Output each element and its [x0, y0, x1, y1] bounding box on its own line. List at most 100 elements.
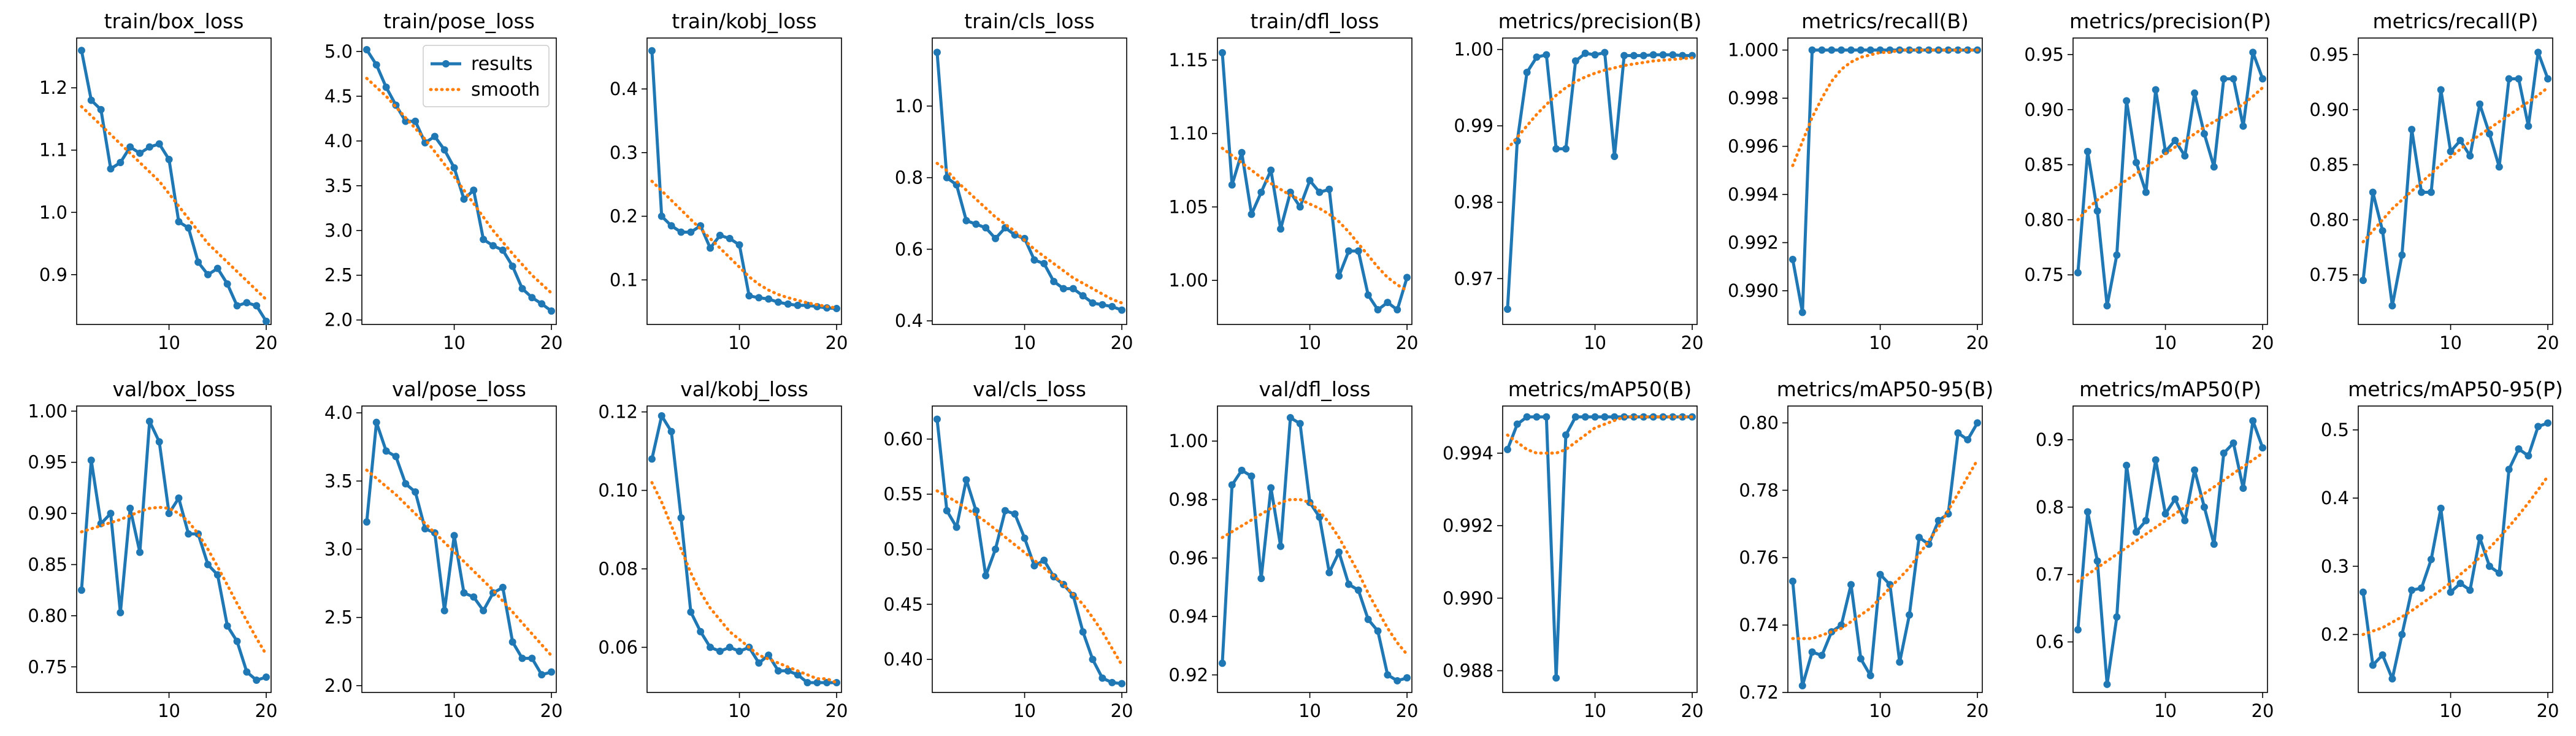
axes-frame: [932, 37, 1127, 325]
results-data-point: [1562, 431, 1570, 439]
results-data-point: [185, 224, 193, 232]
results-data-point: [2083, 148, 2091, 156]
results-data-point: [175, 494, 183, 502]
results-data-point: [1021, 534, 1029, 542]
results-data-point: [1050, 277, 1058, 285]
results-data-point: [1533, 413, 1541, 421]
results-data-point: [972, 220, 980, 228]
x-tick-label: 10: [158, 700, 180, 721]
y-tick-label: 0.85: [2024, 155, 2064, 175]
results-data-point: [1257, 575, 1265, 583]
results-data-point: [2369, 188, 2377, 196]
y-tick-label: 3.5: [324, 175, 353, 196]
results-data-point: [548, 307, 556, 315]
results-data-point: [1639, 52, 1647, 59]
chart-title: val/kobj_loss: [680, 377, 808, 401]
results-data-point: [953, 523, 960, 531]
y-tick-label: 0.94: [1168, 606, 1208, 627]
results-series-line: [2361, 421, 2548, 681]
axes-frame: [1787, 37, 1983, 325]
chart-title: train/dfl_loss: [1251, 9, 1379, 33]
results-data-point: [774, 298, 782, 306]
chart-panel-train-kobj-loss: train/kobj_loss 10 20 0.1 0.2 0.3 0.4: [610, 9, 848, 353]
x-tick-label: 10: [1298, 332, 1321, 353]
y-tick-label: 0.74: [1739, 615, 1779, 635]
results-data-point: [1098, 674, 1106, 682]
results-series-line: [1791, 422, 1979, 688]
y-tick-label: 0.72: [1739, 682, 1779, 703]
x-tick-label: 20: [826, 332, 848, 353]
results-data-point: [1001, 507, 1009, 515]
results-data-point: [1286, 188, 1294, 196]
results-data-point: [2466, 152, 2474, 160]
results-data-point: [117, 159, 125, 167]
results-data-point: [1218, 48, 1226, 56]
axes-frame: [646, 37, 842, 325]
x-tick-label: 10: [728, 332, 751, 353]
results-data-point: [1915, 46, 1923, 54]
y-tick-label: 0.10: [598, 480, 638, 501]
legend-smooth-label: smooth: [471, 79, 540, 101]
results-data-point: [2181, 516, 2189, 524]
y-tick-label: 1.15: [1168, 50, 1208, 71]
y-tick-label: 0.90: [28, 503, 67, 524]
results-data-point: [1011, 510, 1019, 518]
results-data-point: [2427, 188, 2435, 196]
y-tick-label: 0.7: [2036, 564, 2064, 585]
results-data-point: [402, 117, 410, 125]
x-tick-label: 20: [1681, 700, 1704, 721]
axes-frame: [1502, 37, 1698, 325]
results-data-point: [687, 228, 695, 236]
y-tick-label: 0.96: [1168, 548, 1208, 569]
y-tick-label: 0.85: [28, 554, 67, 575]
legend-results-label: results: [471, 53, 533, 75]
results-data-point: [774, 667, 782, 675]
results-data-point: [499, 246, 507, 254]
axes-frame: [2358, 37, 2553, 325]
y-tick-label: 0.95: [2024, 44, 2064, 65]
results-data-point: [1403, 674, 1411, 682]
results-series-line: [365, 421, 552, 677]
results-data-point: [528, 294, 536, 302]
results-data-point: [2074, 269, 2082, 277]
results-data-point: [1818, 651, 1826, 659]
y-tick-label: 0.998: [1728, 88, 1779, 109]
smooth-series-line: [2076, 86, 2264, 221]
smooth-series-line: [1221, 498, 1409, 656]
y-tick-label: 0.9: [2036, 429, 2064, 450]
y-tick-label: 1.00: [1454, 39, 1493, 60]
results-data-point: [1267, 484, 1275, 492]
y-tick-label: 0.990: [1728, 280, 1779, 301]
axes-frame: [1217, 37, 1413, 325]
y-tick-label: 3.0: [324, 539, 353, 560]
results-data-point: [982, 224, 990, 232]
results-data-point: [126, 504, 134, 512]
results-data-point: [2476, 100, 2484, 108]
results-data-point: [204, 270, 212, 278]
results-data-point: [1277, 542, 1285, 550]
y-tick-label: 0.994: [1728, 184, 1779, 205]
chart-panel-metrics-precision-b: metrics/precision(B) 10 20 0.97 0.98 0.99 1.00: [1454, 9, 1703, 353]
results-data-point: [2200, 503, 2208, 511]
y-tick-label: 0.06: [598, 637, 638, 657]
x-tick-label: 10: [2439, 332, 2462, 353]
chart-panel-val-kobj-loss: val/kobj_loss 10 20 0.06 0.08 0.10 0.12: [598, 377, 848, 721]
y-tick-label: 0.97: [1454, 268, 1493, 289]
results-data-point: [1040, 556, 1048, 564]
y-tick-label: 0.3: [2321, 556, 2349, 577]
results-data-point: [1808, 648, 1816, 656]
results-data-point: [1591, 413, 1599, 421]
results-data-point: [2133, 158, 2141, 166]
y-tick-label: 1.05: [1168, 196, 1208, 217]
results-series-line: [2076, 419, 2264, 686]
results-data-point: [1523, 69, 1531, 77]
axes-frame: [1217, 405, 1413, 693]
results-data-point: [2191, 466, 2199, 474]
x-tick-label: 20: [1396, 332, 1419, 353]
results-data-point: [77, 47, 85, 55]
chart-title: metrics/mAP50-95(P): [2348, 377, 2563, 401]
results-data-point: [648, 47, 656, 55]
chart-panel-val-cls-loss: val/cls_loss 10 20 0.40 0.45 0.50 0.55 0.60: [883, 377, 1133, 721]
results-data-point: [677, 228, 685, 236]
